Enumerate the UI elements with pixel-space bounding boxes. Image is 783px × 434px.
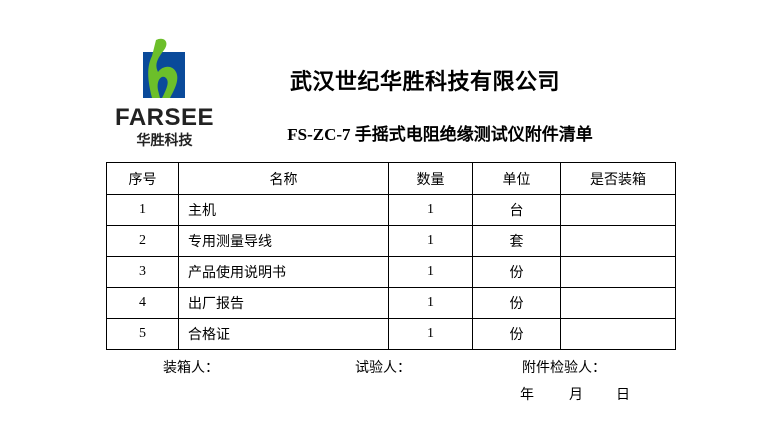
item-quantity: 1	[388, 256, 473, 288]
item-packed	[560, 318, 676, 350]
item-packed	[560, 287, 676, 319]
item-unit: 份	[472, 256, 561, 288]
year-label: 年	[520, 387, 534, 403]
item-name: 主机	[178, 194, 389, 226]
table-row: 2 专用测量导线 1 套	[106, 225, 676, 257]
item-name: 专用测量导线	[178, 225, 389, 257]
item-quantity: 1	[388, 194, 473, 226]
item-name: 出厂报告	[178, 287, 389, 319]
table-row: 4 出厂报告 1 份	[106, 287, 676, 319]
table-header-row: 序号 名称 数量 单位 是否装箱	[106, 162, 676, 195]
row-number: 5	[106, 318, 179, 350]
item-packed	[560, 225, 676, 257]
header-packed: 是否装箱	[560, 162, 676, 195]
logo-brand: FARSEE	[114, 104, 215, 131]
company-title: 武汉世纪华胜科技有限公司	[289, 70, 560, 95]
item-unit: 台	[472, 194, 561, 226]
tester-label: 试验人：	[355, 360, 411, 376]
company-logo: FARSEE 华胜科技	[112, 38, 217, 149]
header-name: 名称	[178, 162, 389, 195]
item-name: 合格证	[178, 318, 389, 350]
item-quantity: 1	[388, 318, 473, 350]
header-unit: 单位	[472, 162, 561, 195]
header-no: 序号	[106, 162, 179, 195]
day-label: 日	[616, 387, 630, 403]
packer-label: 装箱人：	[163, 360, 219, 376]
item-packed	[560, 194, 676, 226]
header-qty: 数量	[388, 162, 473, 195]
row-number: 2	[106, 225, 179, 257]
table-row: 1 主机 1 台	[106, 194, 676, 226]
logo-brand-cn: 华胜科技	[136, 133, 193, 149]
row-number: 1	[106, 194, 179, 226]
row-number: 4	[106, 287, 179, 319]
item-packed	[560, 256, 676, 288]
table-row: 3 产品使用说明书 1 份	[106, 256, 676, 288]
item-quantity: 1	[388, 287, 473, 319]
item-quantity: 1	[388, 225, 473, 257]
item-unit: 套	[472, 225, 561, 257]
logo-mark-icon	[143, 38, 185, 98]
item-unit: 份	[472, 287, 561, 319]
month-label: 月	[569, 387, 583, 403]
table-row: 5 合格证 1 份	[106, 318, 676, 350]
row-number: 3	[106, 256, 179, 288]
accessory-table: 序号 名称 数量 单位 是否装箱 1 主机 1 台 2 专用测量导线 1 套 3 产品使用说明书 1…	[106, 162, 676, 350]
document-subtitle: FS-ZC-7 手摇式电阻绝缘测试仪附件清单	[287, 125, 593, 144]
item-name: 产品使用说明书	[178, 256, 389, 288]
item-unit: 份	[472, 318, 561, 350]
inspector-label: 附件检验人：	[522, 360, 606, 376]
